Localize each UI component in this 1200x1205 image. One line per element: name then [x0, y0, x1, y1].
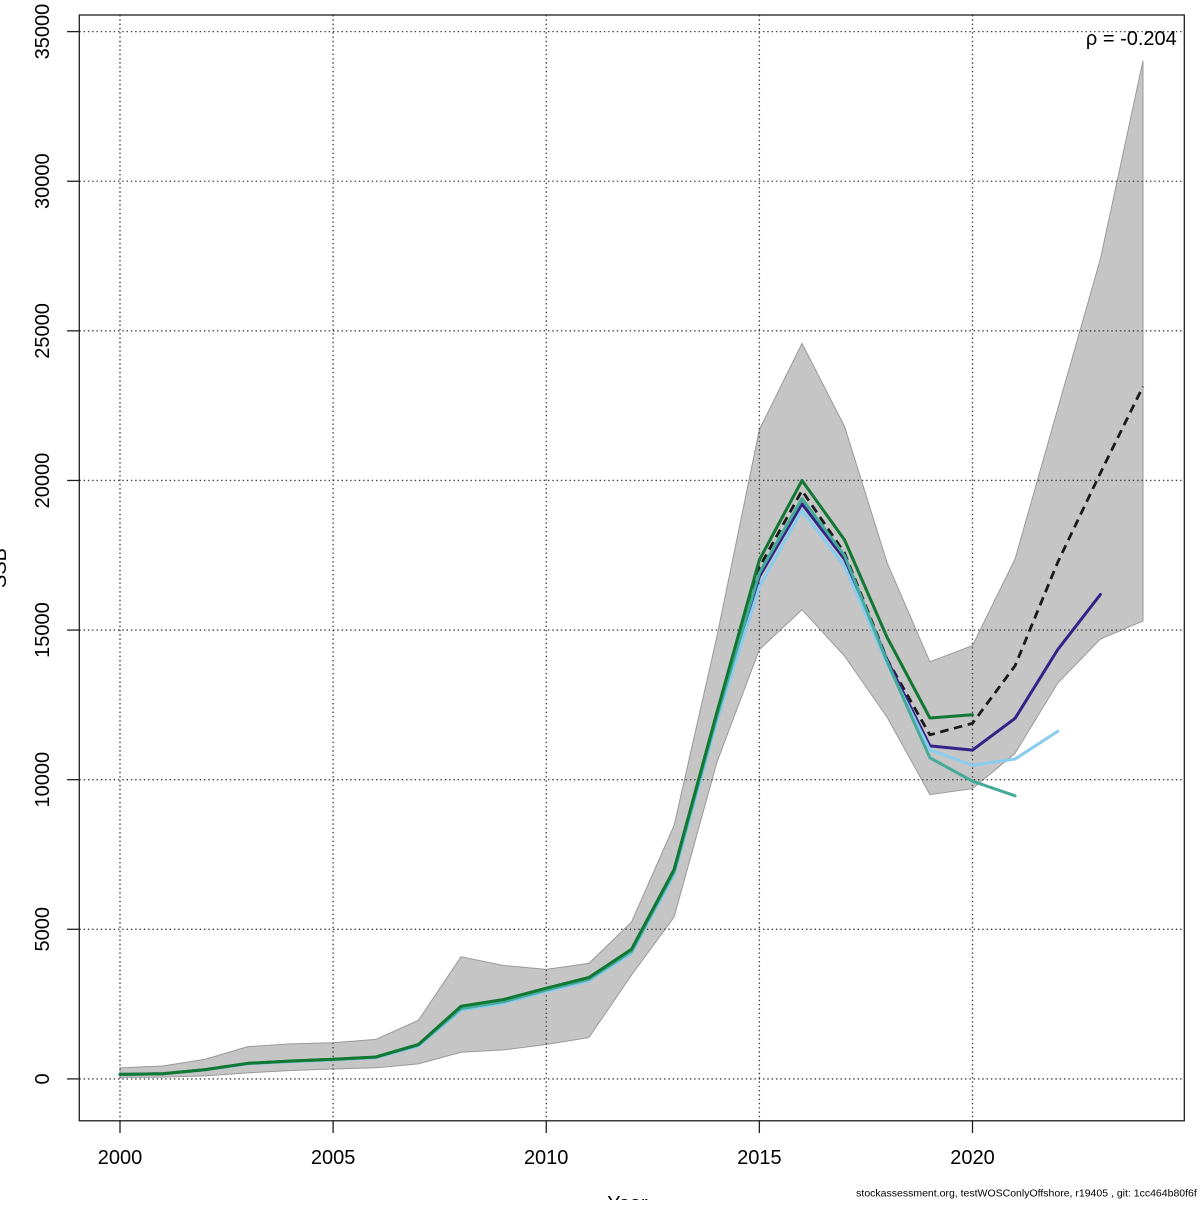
svg-text:2020: 2020: [950, 1147, 995, 1169]
svg-text:2015: 2015: [737, 1147, 782, 1169]
svg-text:2000: 2000: [98, 1147, 143, 1169]
svg-text:SSB: SSB: [0, 548, 11, 588]
svg-text:5000: 5000: [32, 907, 54, 952]
svg-text:35000: 35000: [32, 4, 54, 60]
svg-text:25000: 25000: [32, 303, 54, 359]
svg-text:0: 0: [32, 1073, 54, 1084]
svg-text:Year: Year: [607, 1193, 648, 1200]
svg-text:10000: 10000: [32, 752, 54, 808]
svg-text:15000: 15000: [32, 602, 54, 658]
svg-text:ρ = -0.204: ρ = -0.204: [1086, 28, 1177, 50]
svg-text:30000: 30000: [32, 153, 54, 209]
svg-text:2010: 2010: [524, 1147, 569, 1169]
svg-text:2005: 2005: [311, 1147, 356, 1169]
svg-text:stockassessment.org, testWOSCo: stockassessment.org, testWOSConlyOffshor…: [856, 1188, 1197, 1200]
svg-text:20000: 20000: [32, 453, 54, 509]
